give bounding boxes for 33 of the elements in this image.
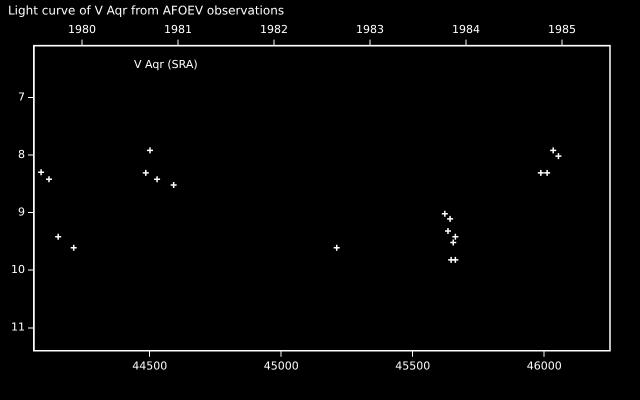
- x2-tick-label: 1980: [68, 22, 96, 36]
- y-tick-label: 7: [18, 90, 25, 104]
- point: [332, 244, 340, 252]
- point: [45, 175, 53, 183]
- point: [54, 233, 62, 241]
- x-tick-label: 46000: [526, 359, 562, 372]
- point: [549, 146, 557, 154]
- point: [543, 169, 551, 177]
- point: [452, 233, 460, 241]
- x2-tick-label: 1981: [164, 22, 192, 36]
- point: [153, 175, 161, 183]
- annotation: V Aqr (SRA): [134, 58, 198, 71]
- x2-tick-label: 1983: [356, 22, 384, 36]
- y-tick-label: 11: [10, 320, 25, 334]
- point: [449, 238, 457, 246]
- point: [37, 168, 45, 176]
- point: [170, 181, 178, 189]
- y-tick-label: 8: [18, 148, 25, 161]
- point: [444, 227, 452, 235]
- x2-tick-label: 1985: [548, 22, 576, 36]
- point: [554, 152, 562, 160]
- point: [142, 169, 150, 177]
- y-tick-label: 10: [10, 263, 25, 276]
- x-tick-label: 44500: [132, 359, 168, 372]
- point: [146, 146, 154, 154]
- chart-title: Light curve of V Aqr from AFOEV observations: [8, 3, 284, 18]
- y-tick-label: 9: [18, 205, 25, 218]
- x2-tick-label: 1984: [452, 22, 480, 36]
- point: [537, 169, 545, 177]
- point: [70, 244, 78, 252]
- x-tick-label: 45000: [264, 359, 299, 372]
- x-tick-label: 45500: [395, 359, 430, 372]
- x2-tick-label: 1982: [260, 22, 288, 36]
